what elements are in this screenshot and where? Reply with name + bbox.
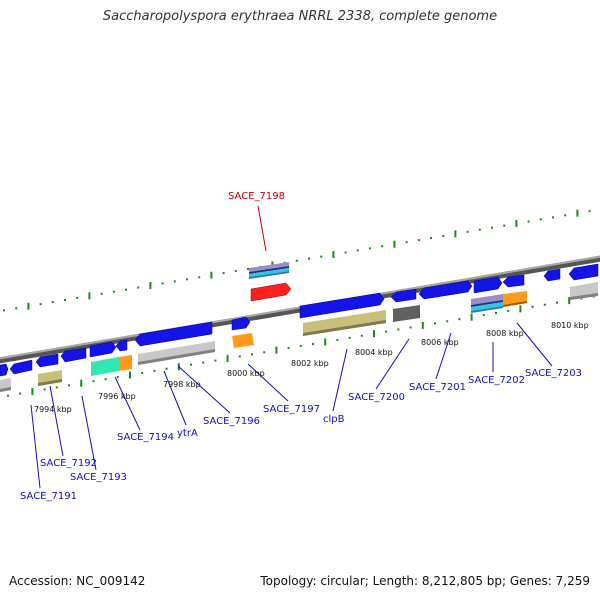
label-leader-line — [81, 395, 97, 471]
gene-feature[interactable] — [9, 359, 33, 375]
gene-feature[interactable] — [471, 294, 503, 305]
gene-feature[interactable] — [471, 302, 503, 311]
gene-feature-stack[interactable] — [249, 262, 289, 272]
gene-feature[interactable] — [502, 274, 525, 288]
gene-feature[interactable] — [115, 339, 128, 352]
gene-feature[interactable] — [390, 288, 417, 303]
gene-feature[interactable] — [471, 306, 503, 313]
kbp-tick-label: 8000 kbp — [227, 369, 265, 378]
gene-label[interactable]: SACE_7198 — [228, 191, 285, 202]
gene-feature[interactable] — [0, 363, 9, 377]
gene-feature[interactable] — [299, 292, 385, 319]
label-leader-line — [247, 363, 289, 402]
gene-feature[interactable] — [232, 333, 254, 348]
gene-feature[interactable] — [119, 355, 132, 371]
gene-feature[interactable] — [38, 379, 62, 386]
inner-tick-row — [7, 295, 595, 397]
gene-feature-stack[interactable] — [249, 266, 289, 274]
label-leader-line — [435, 332, 452, 380]
gene-feature[interactable] — [570, 293, 598, 300]
gene-label[interactable]: SACE_7194 — [117, 432, 174, 443]
gene-label[interactable]: SACE_7196 — [203, 416, 260, 427]
label-leader-line — [332, 348, 348, 412]
topology-text: Topology: circular; Length: 8,212,805 bp… — [260, 574, 590, 588]
label-leader-line — [375, 338, 410, 390]
kbp-tick-label: 8006 kbp — [421, 338, 459, 347]
label-leader-line — [163, 370, 187, 426]
label-leader-line — [49, 385, 64, 457]
accession-text: Accession: NC_009142 — [9, 574, 146, 588]
gene-label[interactable]: SACE_7201 — [409, 382, 466, 393]
trna-feature[interactable] — [250, 282, 292, 302]
kbp-tick-labels: 7994 kbp 7996 kbp 7998 kbp 8000 kbp 8002 kbp… — [34, 321, 589, 414]
gene-feature[interactable] — [0, 387, 11, 392]
label-leader-line — [257, 205, 267, 252]
gene-feature[interactable] — [35, 353, 59, 368]
map-title: Saccharopolyspora erythraea NRRL 2338, c… — [102, 9, 498, 24]
gene-feature[interactable] — [303, 310, 386, 336]
gene-label[interactable]: SACE_7203 — [525, 368, 582, 379]
gene-feature[interactable] — [471, 300, 503, 307]
label-leader-line — [114, 376, 141, 431]
gene-label[interactable]: SACE_7193 — [70, 472, 127, 483]
gene-label[interactable]: clpB — [323, 414, 345, 425]
gene-feature[interactable] — [138, 349, 215, 365]
gene-feature-stack[interactable] — [249, 268, 289, 277]
gene-feature-stack[interactable] — [249, 271, 289, 279]
kbp-tick-label: 7994 kbp — [34, 405, 72, 414]
gene-feature[interactable] — [418, 280, 473, 300]
kbp-tick-label: 8002 kbp — [291, 359, 329, 368]
gene-feature[interactable] — [60, 347, 87, 363]
gene-feature[interactable] — [568, 263, 599, 281]
gene-feature[interactable] — [134, 321, 213, 347]
gene-labels: SACE_7191 SACE_7192 SACE_7193 SACE_7194 ytrA… — [20, 191, 582, 502]
kbp-tick-label: 8004 kbp — [355, 348, 393, 357]
label-leader-line — [177, 365, 231, 414]
gene-label[interactable]: ytrA — [177, 428, 198, 439]
gene-label[interactable]: SACE_7191 — [20, 491, 77, 502]
gene-feature[interactable] — [393, 305, 420, 322]
gene-label[interactable]: SACE_7192 — [40, 458, 97, 469]
gene-features — [0, 262, 599, 392]
gene-feature[interactable] — [303, 320, 386, 336]
label-leader-line — [30, 404, 41, 489]
kbp-tick-label: 7998 kbp — [163, 380, 201, 389]
gene-feature[interactable] — [543, 268, 561, 282]
gene-feature[interactable] — [473, 276, 503, 294]
kbp-tick-label: 8008 kbp — [486, 329, 524, 338]
gene-label[interactable]: SACE_7200 — [348, 392, 405, 403]
gene-feature[interactable] — [91, 357, 119, 376]
gene-feature[interactable] — [503, 301, 527, 307]
gene-feature[interactable] — [89, 341, 117, 358]
gene-feature[interactable] — [231, 316, 251, 331]
gene-label[interactable]: SACE_7202 — [468, 375, 525, 386]
label-leaders — [30, 205, 553, 489]
label-leader-line — [516, 322, 553, 367]
kbp-tick-label: 7996 kbp — [98, 392, 136, 401]
kbp-tick-label: 8010 kbp — [551, 321, 589, 330]
gene-label[interactable]: SACE_7197 — [263, 404, 320, 415]
